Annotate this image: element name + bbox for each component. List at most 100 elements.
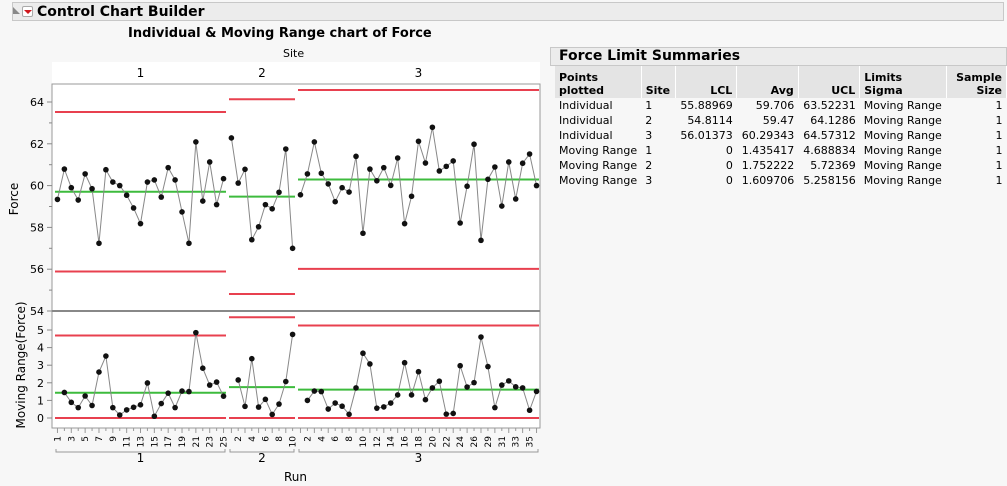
report-title: Control Chart Builder	[37, 4, 205, 20]
mr-point	[144, 380, 151, 386]
table-row: Individual 1 55.88969 59.706 63.52231 Moving …	[555, 98, 1007, 113]
table-cell: Moving Range	[863, 129, 942, 142]
x-tick-label: 8	[275, 436, 285, 442]
individual-point	[199, 198, 206, 204]
individual-point	[61, 166, 68, 172]
x-tick-label: 4	[248, 436, 258, 442]
table-cell: 59.47	[762, 114, 795, 127]
mr-point	[346, 411, 352, 418]
x-tick-label: 15	[150, 436, 160, 447]
mr-point	[206, 382, 213, 388]
y-tick-label: 58	[30, 221, 44, 234]
mr-point	[61, 389, 68, 396]
mr-point	[186, 388, 192, 395]
column-header[interactable]: LCL	[675, 66, 738, 98]
mr-point	[110, 404, 116, 411]
table-cell: Individual	[559, 129, 613, 142]
individual-point	[380, 164, 387, 171]
mr-point	[96, 369, 102, 375]
column-header[interactable]: Limits Sigma	[859, 66, 947, 98]
limit-summaries-header[interactable]: Force Limit Summaries	[550, 47, 1007, 66]
x-tick-label: 19	[178, 436, 188, 448]
table-cell: 56.01373	[680, 129, 733, 142]
individual-point	[387, 182, 394, 189]
individual-point	[512, 196, 519, 202]
individual-point	[82, 171, 88, 177]
mr-point	[367, 361, 373, 367]
limit-summaries-table: Points plotted Site LCL Avg UCL Limits Sigma S…	[555, 66, 1007, 188]
individual-point	[249, 236, 255, 243]
table-row: Moving Range 1 0 1.435417 4.688834 Moving Ran…	[555, 143, 1007, 158]
column-header[interactable]: Points plotted	[555, 66, 642, 98]
table-cell: 1	[645, 99, 653, 112]
individual-point	[144, 179, 151, 185]
mr-point	[193, 329, 199, 336]
mr-point	[485, 363, 491, 370]
y-tick-label: 54	[30, 305, 44, 318]
mr-point	[408, 392, 415, 398]
mr-point	[519, 385, 526, 391]
mr-point	[165, 390, 171, 396]
mr-point	[436, 378, 443, 385]
x-tick-label: 22	[442, 436, 452, 447]
individual-point	[408, 193, 415, 200]
mr-point	[283, 378, 289, 385]
individual-series-line	[230, 137, 294, 249]
table-cell: 1	[995, 99, 1003, 112]
mr-point	[332, 400, 338, 406]
x-tick-label: 21	[192, 436, 202, 447]
individual-point	[533, 182, 540, 189]
mr-point	[151, 413, 158, 420]
x-tick-label: 7	[95, 436, 105, 442]
column-header[interactable]: Sample Size	[946, 66, 1007, 98]
column-header[interactable]: UCL	[798, 66, 861, 98]
individual-point	[75, 197, 82, 203]
table-cell: 63.52231	[803, 99, 856, 112]
chart-title: Individual & Moving Range chart of Force	[128, 26, 432, 41]
mr-point	[179, 388, 185, 394]
mr-point	[262, 396, 269, 403]
x-tick-label: 14	[387, 436, 397, 448]
mr-point	[242, 403, 248, 410]
x-tick-label: 6	[261, 436, 271, 442]
table-cell: 59.706	[755, 99, 795, 112]
x-tick-label: 25	[220, 436, 230, 447]
site-bracket	[229, 449, 295, 453]
individual-point	[130, 205, 137, 211]
table-row: Individual 2 54.8114 59.47 64.1286 Moving Ran…	[555, 113, 1007, 128]
column-header[interactable]: Avg	[736, 66, 799, 98]
table-row: Moving Range 3 0 1.609706 5.258156 Moving Ran…	[555, 173, 1007, 188]
individual-point	[289, 245, 296, 252]
mr-point	[304, 397, 311, 404]
column-header[interactable]: Site	[641, 66, 676, 98]
control-chart-builder-header[interactable]: Control Chart Builder	[12, 2, 1004, 21]
table-cell: 0	[725, 174, 733, 187]
individual-point	[179, 209, 185, 215]
site-label: 3	[415, 66, 423, 80]
mr-point	[464, 384, 470, 390]
individual-point	[137, 220, 144, 227]
table-cell: 1	[995, 159, 1003, 172]
table-cell: 1	[995, 129, 1003, 142]
disclosure-icon[interactable]	[13, 7, 20, 14]
individual-point	[450, 158, 457, 164]
table-cell: 1	[995, 174, 1003, 187]
red-triangle-menu-icon[interactable]	[22, 6, 33, 17]
mr-point	[276, 401, 282, 407]
x-tick-label: 29	[484, 436, 494, 448]
site-axis-label: 2	[258, 451, 266, 465]
mr-y-tick-label: 0	[37, 412, 44, 425]
individual-point	[339, 184, 345, 191]
table-cell: Moving Range	[863, 99, 942, 112]
individual-point	[304, 171, 311, 177]
site-axis-label: 3	[415, 451, 423, 465]
individual-point	[485, 176, 491, 183]
site-label: 1	[137, 66, 145, 80]
table-cell: Moving Range	[559, 144, 638, 157]
x-tick-label: 24	[456, 436, 466, 448]
individual-point	[89, 185, 95, 192]
mr-point	[533, 388, 540, 395]
table-row: Moving Range 2 0 1.752222 5.72369 Moving Rang…	[555, 158, 1007, 173]
individual-point	[262, 201, 269, 208]
table-cell: 54.8114	[687, 114, 733, 127]
